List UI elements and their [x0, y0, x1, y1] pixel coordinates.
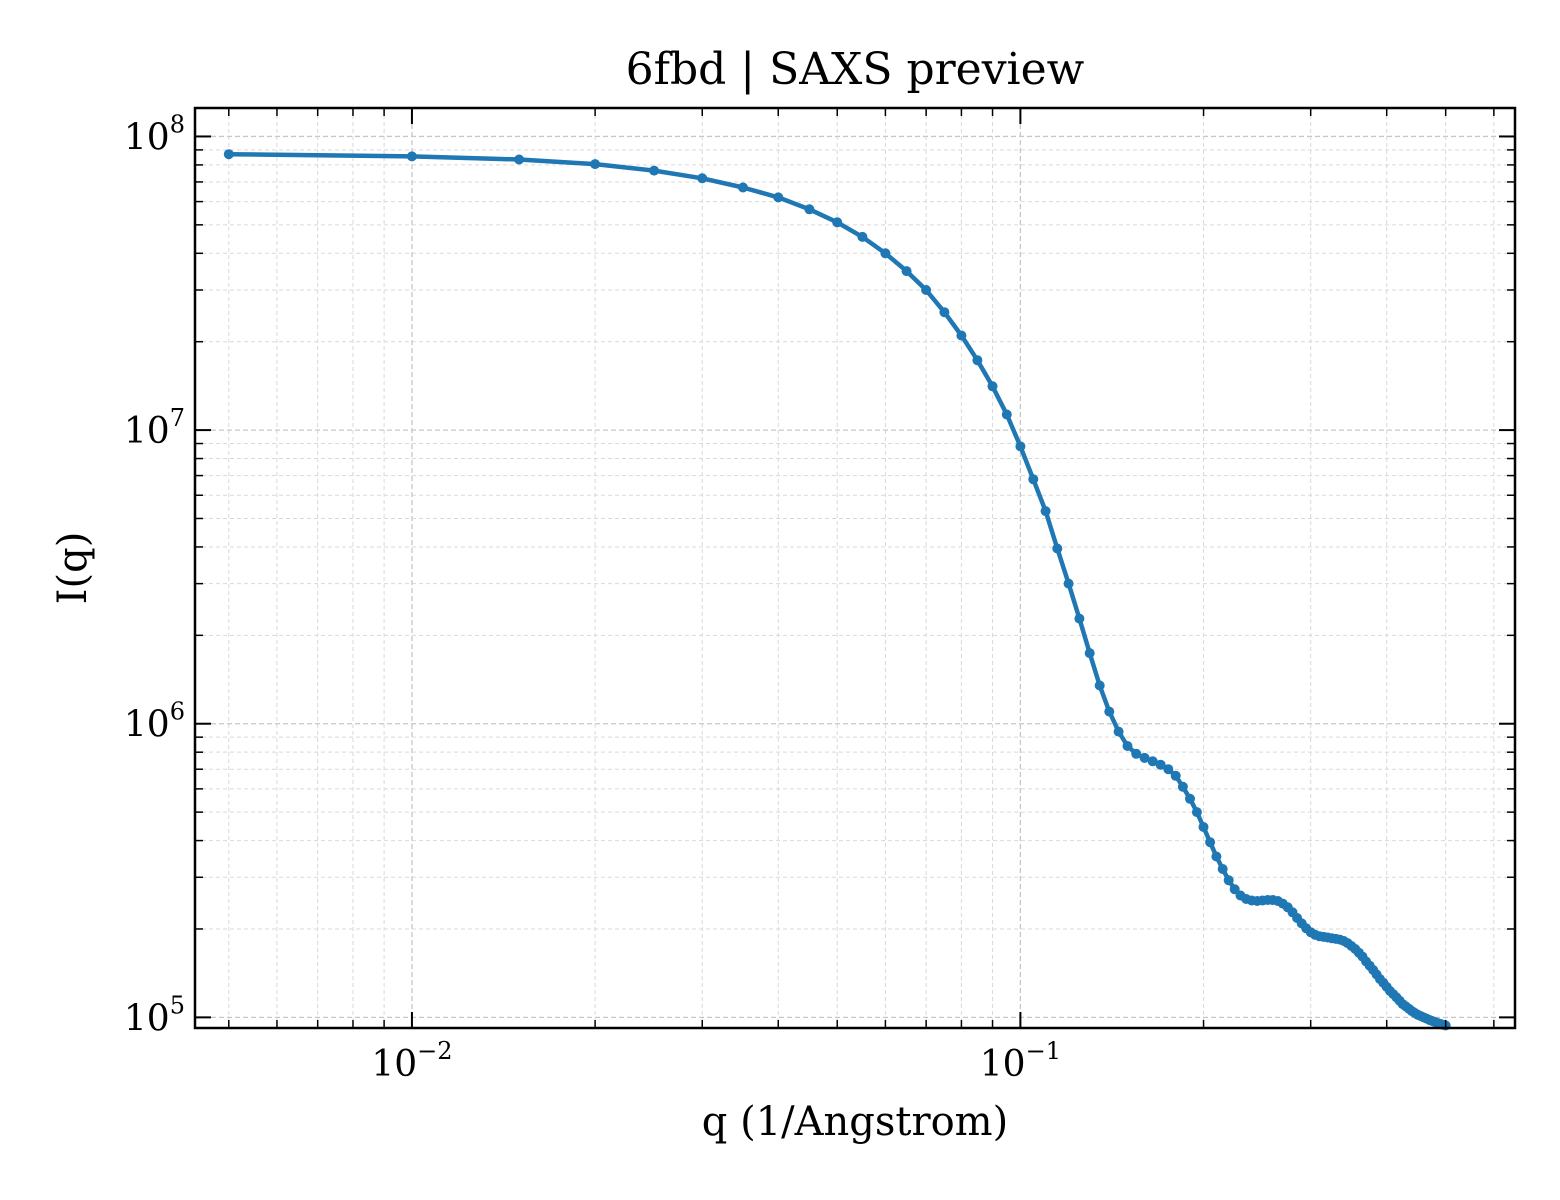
- data-point: [1198, 822, 1209, 832]
- data-point: [921, 285, 932, 295]
- chart-title: 6fbd | SAXS preview: [626, 44, 1085, 95]
- data-point: [1205, 837, 1216, 848]
- data-point: [1147, 756, 1158, 767]
- x-tick-label: 10−1: [980, 1037, 1061, 1085]
- y-tick-labels: 105 106 107 108: [124, 110, 185, 1039]
- data-point: [738, 182, 748, 193]
- data-point: [1211, 851, 1222, 862]
- data-point: [1052, 543, 1063, 554]
- data-point: [1191, 807, 1202, 818]
- data-point: [987, 381, 998, 392]
- data-point: [1185, 793, 1195, 804]
- data-point: [1074, 613, 1085, 624]
- minor-gridlines: [195, 108, 1515, 1028]
- data-point: [832, 217, 843, 228]
- data-point: [406, 151, 417, 162]
- data-point: [1217, 864, 1228, 874]
- data-point: [1028, 474, 1039, 485]
- data-point: [1131, 748, 1142, 759]
- data-point: [972, 355, 983, 366]
- data-series: [223, 149, 1451, 1031]
- x-axis-label: q (1/Angstrom): [702, 1099, 1008, 1145]
- data-point: [1063, 578, 1074, 589]
- data-point: [1163, 764, 1174, 775]
- y-axis-label: I(q): [50, 532, 96, 605]
- data-point: [1040, 506, 1051, 517]
- data-point: [1015, 441, 1026, 452]
- data-point: [773, 192, 784, 203]
- data-point: [1094, 680, 1105, 691]
- data-point: [901, 266, 912, 277]
- y-tick-label: 107: [124, 404, 185, 452]
- plot-frame: [193, 106, 1517, 1030]
- data-point: [649, 165, 660, 176]
- data-point: [1139, 752, 1150, 763]
- data-point: [880, 248, 891, 259]
- y-tick-label: 105: [124, 991, 185, 1039]
- data-point: [697, 173, 708, 184]
- y-tick-label: 108: [124, 110, 185, 158]
- data-point: [1170, 770, 1181, 781]
- data-point: [1104, 706, 1115, 717]
- data-point: [939, 307, 950, 318]
- data-point: [1084, 648, 1095, 659]
- data-point: [804, 204, 815, 215]
- major-gridlines: [195, 108, 1515, 1028]
- data-point: [514, 154, 525, 165]
- data-point: [1122, 741, 1133, 751]
- data-point: [1001, 409, 1012, 420]
- x-tick-labels: 10−2 10−1: [371, 1037, 1061, 1085]
- data-point: [223, 149, 234, 160]
- data-point: [1223, 875, 1234, 886]
- data-point: [1155, 759, 1166, 770]
- axis-ticks: [195, 108, 1515, 1028]
- y-tick-label: 106: [124, 698, 185, 746]
- data-point: [956, 330, 967, 341]
- data-point: [857, 231, 868, 242]
- data-point: [590, 159, 601, 170]
- x-tick-label: 10−2: [371, 1037, 452, 1085]
- data-point: [1113, 726, 1124, 737]
- data-point: [1177, 781, 1188, 792]
